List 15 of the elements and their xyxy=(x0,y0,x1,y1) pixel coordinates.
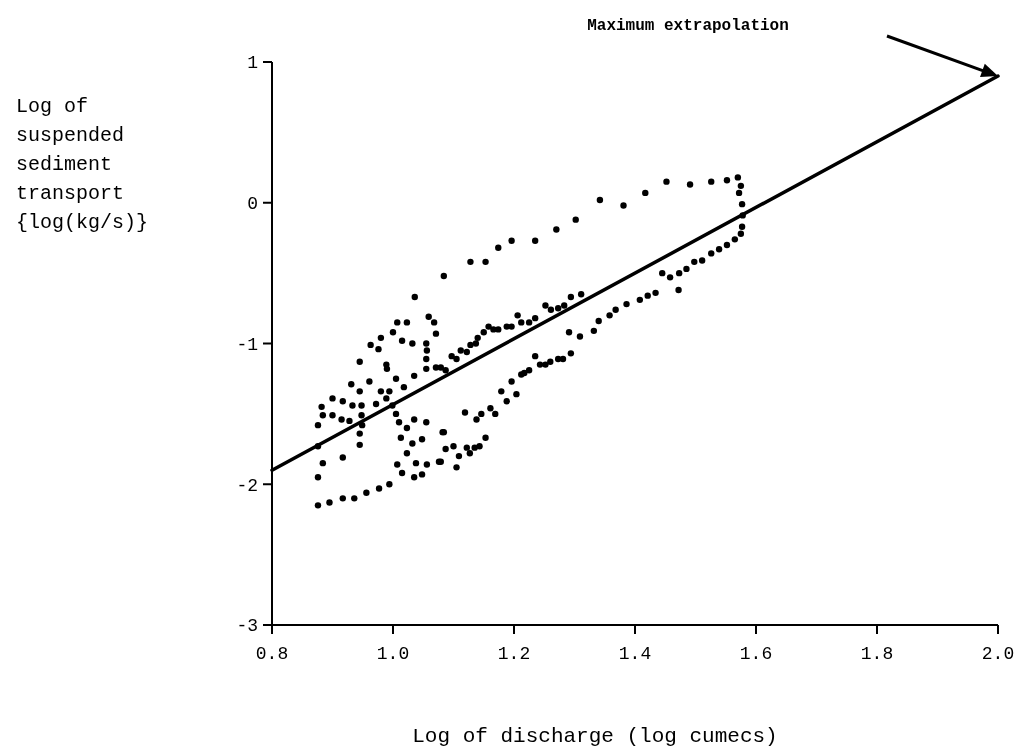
x-tick-label: 0.8 xyxy=(255,644,289,664)
x-tick-label: 1.2 xyxy=(497,644,531,664)
text: Maximum extrapolation xyxy=(587,17,789,35)
y-tick-label: -2 xyxy=(236,475,258,496)
x-tick-label: 2.0 xyxy=(981,644,1015,664)
y-tick-label: -3 xyxy=(236,616,258,637)
y-tick-label: 0 xyxy=(247,194,258,215)
x-tick-label: 1.6 xyxy=(739,644,773,664)
x-tick-label: 1.8 xyxy=(860,644,894,664)
y-axis-title: Log of suspended sediment transport {log(kg/s)} xyxy=(16,95,149,234)
y-tick-label: 1 xyxy=(247,53,258,74)
x-tick-label: 1.4 xyxy=(618,644,652,664)
y-tick-label: -1 xyxy=(236,334,258,355)
x-axis-title: Log of discharge (log cumecs) xyxy=(412,725,778,748)
x-tick-label: 1.0 xyxy=(376,644,410,664)
